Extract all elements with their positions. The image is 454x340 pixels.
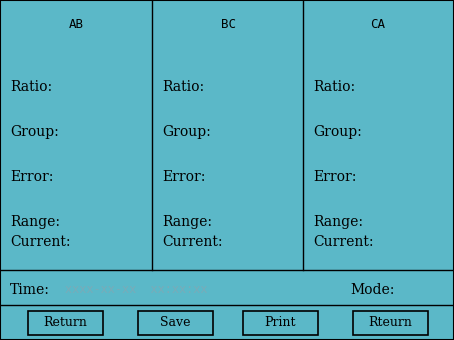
Text: Mode:: Mode:: [350, 283, 395, 297]
Bar: [138, 311, 212, 335]
Text: Ratio:: Ratio:: [313, 80, 355, 94]
Text: Group:: Group:: [10, 125, 59, 139]
Text: BC: BC: [221, 18, 236, 31]
Text: Range:: Range:: [162, 215, 212, 229]
Text: xxxx-xx-xx  xx:xx:xx: xxxx-xx-xx xx:xx:xx: [65, 283, 207, 296]
Text: Error:: Error:: [313, 170, 356, 184]
Text: AB: AB: [69, 18, 84, 31]
Bar: [242, 311, 317, 335]
Text: Save: Save: [160, 317, 190, 329]
Text: Ratio:: Ratio:: [10, 80, 52, 94]
Text: Return: Return: [43, 317, 87, 329]
Text: Time:: Time:: [10, 283, 50, 297]
Text: Current:: Current:: [10, 235, 70, 249]
Text: Current:: Current:: [162, 235, 222, 249]
Text: Rteurn: Rteurn: [368, 317, 412, 329]
Text: Group:: Group:: [162, 125, 211, 139]
Text: Current:: Current:: [313, 235, 374, 249]
Text: Error:: Error:: [162, 170, 205, 184]
Text: Print: Print: [264, 317, 296, 329]
Text: Range:: Range:: [313, 215, 363, 229]
Text: Error:: Error:: [10, 170, 54, 184]
Text: Group:: Group:: [313, 125, 362, 139]
Bar: [28, 311, 103, 335]
Text: Ratio:: Ratio:: [162, 80, 204, 94]
Text: Range:: Range:: [10, 215, 60, 229]
Bar: [352, 311, 428, 335]
Text: CA: CA: [370, 18, 385, 31]
